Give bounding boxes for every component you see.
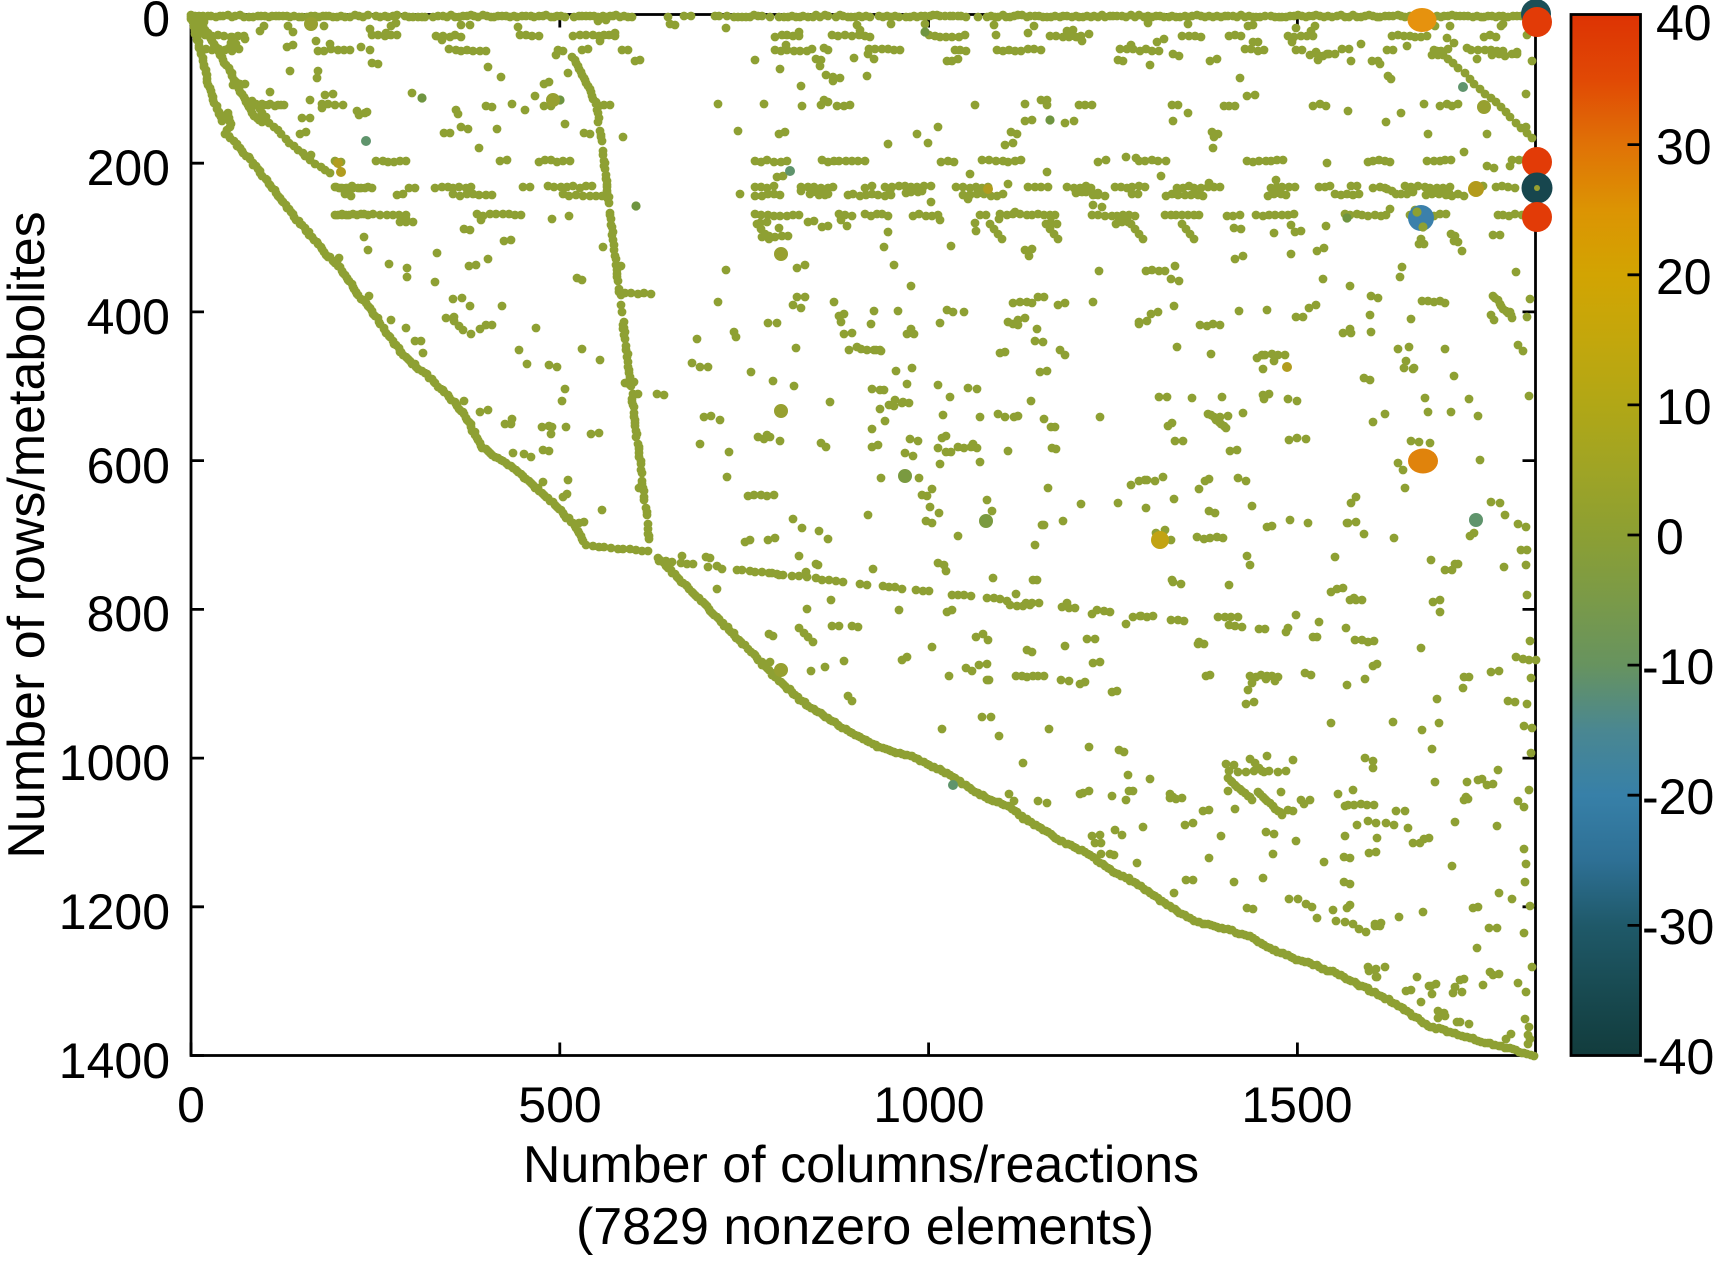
svg-text:400: 400 bbox=[87, 289, 170, 345]
svg-text:500: 500 bbox=[518, 1077, 601, 1133]
svg-text:Number of rows/metabolites: Number of rows/metabolites bbox=[0, 211, 56, 858]
svg-text:0: 0 bbox=[1656, 509, 1684, 565]
svg-text:1200: 1200 bbox=[59, 884, 170, 940]
svg-text:40: 40 bbox=[1656, 0, 1712, 51]
svg-text:0: 0 bbox=[177, 1077, 205, 1133]
svg-text:30: 30 bbox=[1656, 119, 1712, 175]
svg-text:0: 0 bbox=[142, 0, 170, 47]
svg-text:Number of columns/reactions: Number of columns/reactions bbox=[523, 1136, 1199, 1194]
svg-text:600: 600 bbox=[87, 438, 170, 494]
svg-text:-40: -40 bbox=[1642, 1029, 1714, 1085]
svg-text:1000: 1000 bbox=[59, 735, 170, 791]
svg-text:-20: -20 bbox=[1642, 769, 1714, 825]
svg-text:20: 20 bbox=[1656, 249, 1712, 305]
svg-text:-10: -10 bbox=[1642, 639, 1714, 695]
svg-text:1400: 1400 bbox=[59, 1033, 170, 1089]
svg-text:200: 200 bbox=[87, 140, 170, 196]
svg-text:10: 10 bbox=[1656, 379, 1712, 435]
svg-text:800: 800 bbox=[87, 586, 170, 642]
svg-text:1000: 1000 bbox=[873, 1077, 984, 1133]
svg-text:-30: -30 bbox=[1642, 899, 1714, 955]
svg-text:(7829 nonzero elements): (7829 nonzero elements) bbox=[576, 1198, 1154, 1256]
svg-text:1500: 1500 bbox=[1241, 1077, 1352, 1133]
